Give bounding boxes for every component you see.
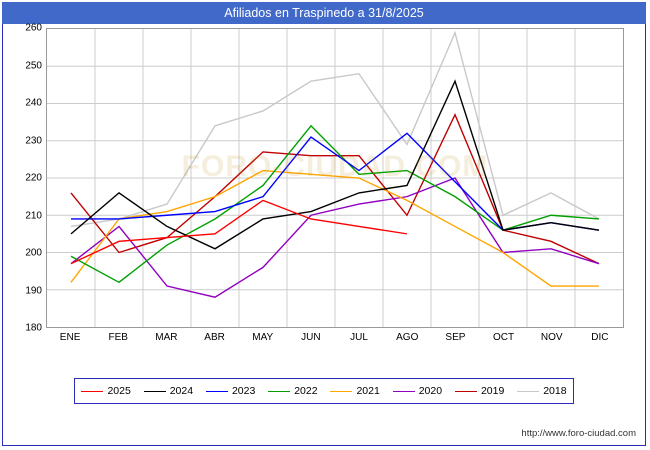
legend-item-2021[interactable]: 2021 xyxy=(330,385,380,397)
legend-label: 2023 xyxy=(231,385,256,397)
series-line-2025 xyxy=(70,199,408,265)
x-tick-label: OCT xyxy=(493,332,515,343)
legend-swatch xyxy=(392,390,415,392)
legend-swatch xyxy=(143,390,166,392)
x-tick-label: NOV xyxy=(540,332,563,343)
series-line-2022 xyxy=(70,124,600,284)
y-tick-label: 190 xyxy=(25,285,42,296)
y-tick-label: 210 xyxy=(25,210,42,221)
legend-swatch xyxy=(330,390,353,392)
source-url: http://www.foro-ciudad.com xyxy=(521,428,636,439)
x-axis-tick-labels: ENE FEB MAR ABR MAY JUN JUL AGO SEP OCT NOV DIC xyxy=(46,330,624,350)
y-tick-label: 230 xyxy=(25,135,42,146)
x-tick-label: MAY xyxy=(252,332,274,343)
y-tick-label: 250 xyxy=(25,60,42,71)
legend-label: 2022 xyxy=(294,385,318,397)
y-tick-label: 260 xyxy=(25,22,42,34)
legend-label: 2021 xyxy=(356,385,380,397)
legend-item-2024[interactable]: 2024 xyxy=(143,385,194,397)
legend-swatch xyxy=(268,390,291,392)
legend-item-2019[interactable]: 2019 xyxy=(454,385,505,397)
legend-swatch xyxy=(517,390,540,392)
y-tick-label: 240 xyxy=(25,97,42,109)
x-tick-label: AGO xyxy=(396,332,419,343)
x-tick-label: ENE xyxy=(59,332,81,343)
series-line-2024 xyxy=(70,79,600,250)
legend-item-2020[interactable]: 2020 xyxy=(392,385,443,397)
legend-label: 2019 xyxy=(480,385,505,397)
line-chart-svg xyxy=(46,28,624,328)
x-tick-label: MAR xyxy=(155,332,178,343)
legend-label: 2020 xyxy=(418,385,443,397)
legend-label: 2024 xyxy=(169,385,194,397)
legend-item-2022[interactable]: 2022 xyxy=(268,385,318,397)
legend-swatch xyxy=(81,390,104,392)
x-tick-label: DIC xyxy=(591,332,609,343)
x-tick-label: SEP xyxy=(445,332,466,343)
page-title: Afiliados en Traspinedo a 31/8/2025 xyxy=(2,2,646,24)
y-tick-label: 180 xyxy=(25,322,42,334)
legend-item-2025[interactable]: 2025 xyxy=(81,385,131,397)
x-tick-label: ABR xyxy=(204,332,225,343)
legend-swatch xyxy=(205,390,228,392)
x-tick-label: JUN xyxy=(301,332,321,343)
x-tick-label: FEB xyxy=(108,332,128,343)
series-line-2021 xyxy=(70,169,600,287)
legend-label: 2018 xyxy=(543,385,567,397)
x-tick-label: JUL xyxy=(350,332,368,343)
legend-item-2018[interactable]: 2018 xyxy=(517,385,567,397)
y-axis-tick-labels: 180 190 200 210 220 230 240 250 260 xyxy=(0,23,46,334)
series-line-2018 xyxy=(70,30,600,228)
series-line-2020 xyxy=(70,177,600,298)
y-tick-label: 220 xyxy=(25,172,42,184)
legend-swatch xyxy=(454,390,477,392)
legend-item-2023[interactable]: 2023 xyxy=(205,385,256,397)
series-line-2019 xyxy=(70,112,600,265)
y-tick-label: 200 xyxy=(25,247,42,259)
plot-area xyxy=(46,28,624,328)
legend-label: 2025 xyxy=(107,385,131,397)
chart-legend: 2025 2024 2023 2022 2021 2020 2019 2018 xyxy=(74,378,574,404)
